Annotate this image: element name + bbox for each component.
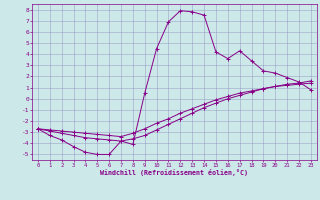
- X-axis label: Windchill (Refroidissement éolien,°C): Windchill (Refroidissement éolien,°C): [100, 169, 248, 176]
